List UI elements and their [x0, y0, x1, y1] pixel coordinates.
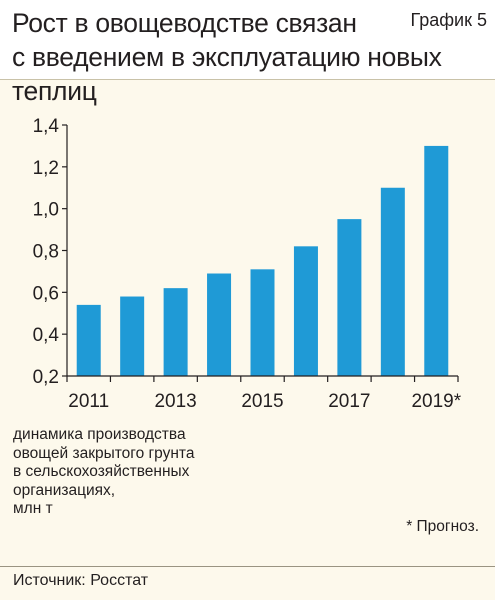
y-tick-label: 0,2 [33, 367, 59, 388]
bar-2019 [424, 145, 449, 376]
y-tick-label: 1,2 [33, 158, 59, 179]
x-tick-label: 2019* [411, 391, 461, 412]
x-tick-label: 2015 [241, 391, 283, 412]
chart-number-label: График 5 [410, 10, 487, 30]
bar-2013 [163, 288, 188, 376]
bar-2018 [380, 187, 405, 376]
x-tick-label: 2017 [328, 391, 370, 412]
y-tick-label: 0,8 [33, 242, 59, 263]
footer-divider [0, 566, 495, 567]
header-divider [0, 79, 495, 80]
chart-title: Рост в овощеводстве связан с введением в… [12, 6, 495, 108]
chart-title-line-2: с введением в эксплуатацию новых теплиц [12, 42, 442, 106]
bar-series [76, 145, 449, 376]
bar-2012 [120, 296, 145, 376]
forecast-footnote: * Прогноз. [406, 518, 479, 535]
chart-header: Рост в овощеводстве связан с введением в… [0, 0, 495, 106]
bar-2011 [76, 304, 101, 376]
x-axis: 2011 2013 2015 2017 2019* [66, 375, 462, 412]
y-tick-label: 0,6 [33, 283, 59, 304]
y-axis: 0,2 0,4 0,6 0,8 1,0 1,2 1,4 [33, 116, 68, 388]
y-tick-label: 0,4 [33, 325, 60, 346]
chart-description: динамика производства овощей закрытого г… [13, 426, 195, 517]
source-credit: Источник: Росстат [13, 572, 149, 589]
y-tick-label: 1,0 [33, 200, 59, 221]
bar-2015 [250, 269, 275, 376]
bar-chart: 0,20,40,60,81,01,21,4 2011 2013 2015 2017 20… [33, 116, 462, 412]
x-tick-label: 2013 [154, 391, 196, 412]
chart-title-line-1: Рост в овощеводстве связан [12, 8, 357, 38]
bar-2014 [207, 273, 232, 376]
bar-2017 [337, 219, 362, 376]
bar-2016 [293, 246, 318, 376]
x-tick-label: 2011 [68, 391, 109, 412]
y-tick-label: 1,4 [33, 116, 60, 137]
